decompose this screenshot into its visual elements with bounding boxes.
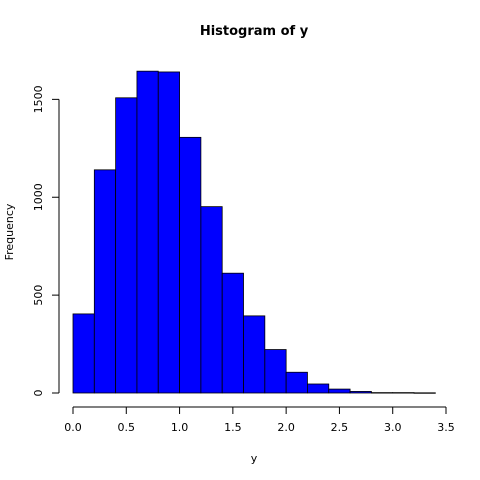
histogram-bar bbox=[349, 391, 372, 394]
x-tick-label: 3.0 bbox=[384, 421, 402, 434]
histogram-bar bbox=[285, 371, 308, 394]
x-tick-label: 2.5 bbox=[331, 421, 349, 434]
y-axis: 0 500 1000 1500 bbox=[32, 85, 60, 397]
x-tick-label: 1.0 bbox=[171, 421, 189, 434]
x-tick-label: 3.5 bbox=[437, 421, 455, 434]
histogram-bar bbox=[200, 206, 223, 394]
histogram-bar bbox=[264, 349, 287, 394]
histogram-bar bbox=[115, 97, 138, 394]
histogram-bar bbox=[413, 392, 436, 394]
histogram-bar bbox=[179, 136, 202, 394]
y-axis-label: Frequency bbox=[3, 203, 16, 260]
histogram-bar bbox=[136, 70, 159, 394]
x-tick-label: 2.0 bbox=[277, 421, 295, 434]
x-tick-label: 0.0 bbox=[64, 421, 82, 434]
histogram-bar bbox=[307, 383, 330, 394]
y-tick-label: 1500 bbox=[32, 85, 45, 113]
histogram-bar bbox=[370, 392, 394, 394]
x-axis: 0.0 0.5 1.0 1.5 2.0 2.5 3.0 3.5 bbox=[64, 406, 455, 434]
histogram-bar bbox=[72, 313, 95, 394]
histogram-bar bbox=[243, 315, 266, 394]
x-tick-label: 1.5 bbox=[224, 421, 242, 434]
histogram-bar bbox=[93, 169, 117, 394]
histogram-bar bbox=[328, 388, 351, 394]
y-tick-label: 1000 bbox=[32, 183, 45, 211]
x-tick-label: 0.5 bbox=[118, 421, 136, 434]
histogram-bar bbox=[157, 71, 180, 394]
bars-group bbox=[72, 70, 436, 394]
x-axis-label: y bbox=[251, 452, 258, 465]
y-tick-label: 0 bbox=[32, 390, 45, 397]
chart-title: Histogram of y bbox=[200, 24, 309, 39]
histogram-bar bbox=[392, 392, 415, 394]
histogram-bar bbox=[221, 272, 244, 394]
y-tick-label: 500 bbox=[32, 285, 45, 306]
